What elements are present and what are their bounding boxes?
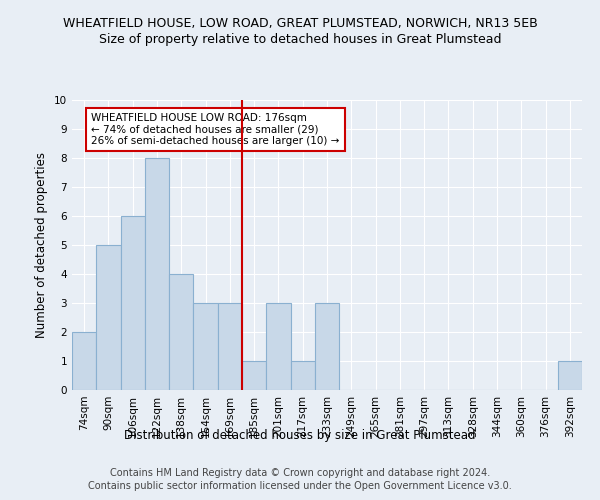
Text: Size of property relative to detached houses in Great Plumstead: Size of property relative to detached ho… — [99, 32, 501, 46]
Text: Contains HM Land Registry data © Crown copyright and database right 2024.: Contains HM Land Registry data © Crown c… — [110, 468, 490, 477]
Bar — [290, 361, 315, 390]
Text: Contains public sector information licensed under the Open Government Licence v3: Contains public sector information licen… — [88, 481, 512, 491]
Bar — [193, 303, 218, 390]
Bar — [72, 332, 96, 390]
Bar — [315, 303, 339, 390]
Bar — [558, 361, 582, 390]
Bar — [169, 274, 193, 390]
Text: WHEATFIELD HOUSE, LOW ROAD, GREAT PLUMSTEAD, NORWICH, NR13 5EB: WHEATFIELD HOUSE, LOW ROAD, GREAT PLUMST… — [62, 18, 538, 30]
Bar — [266, 303, 290, 390]
Text: WHEATFIELD HOUSE LOW ROAD: 176sqm
← 74% of detached houses are smaller (29)
26% : WHEATFIELD HOUSE LOW ROAD: 176sqm ← 74% … — [91, 113, 340, 146]
Bar — [145, 158, 169, 390]
Bar — [121, 216, 145, 390]
Bar — [242, 361, 266, 390]
Y-axis label: Number of detached properties: Number of detached properties — [35, 152, 49, 338]
Bar — [96, 245, 121, 390]
Bar — [218, 303, 242, 390]
Text: Distribution of detached houses by size in Great Plumstead: Distribution of detached houses by size … — [124, 428, 476, 442]
